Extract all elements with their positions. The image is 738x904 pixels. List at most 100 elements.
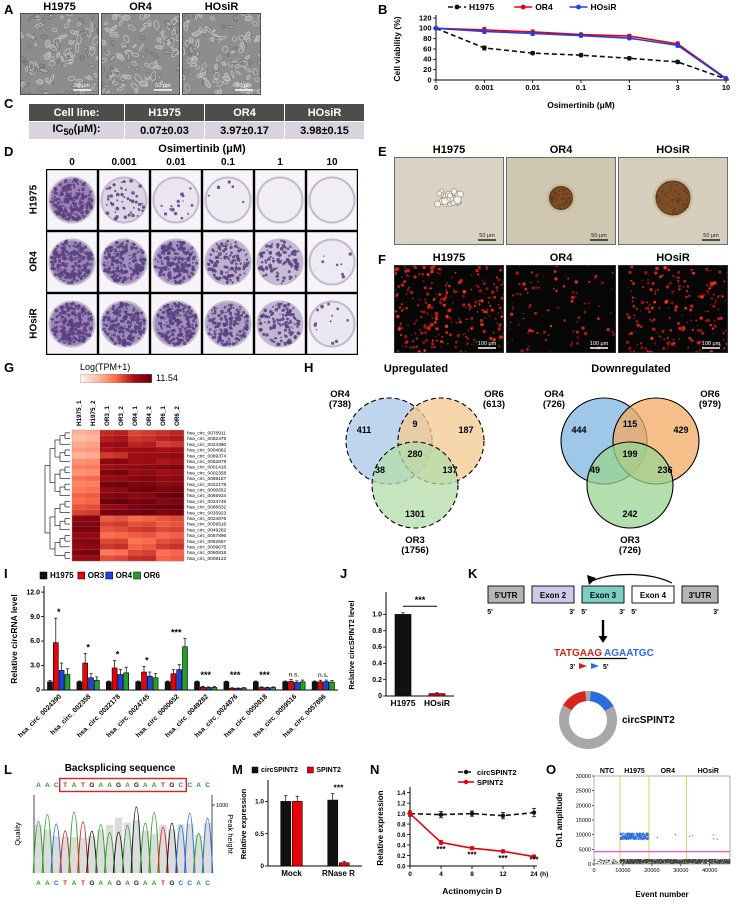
svg-text:1000: 1000 (216, 803, 228, 809)
svg-text:Event number: Event number (635, 890, 688, 899)
ic50-header-cellline: Cell line: (28, 103, 125, 122)
svg-text:OR4: OR4 (544, 389, 564, 400)
svg-text:hsa_circ_0088157: hsa_circ_0088157 (187, 476, 227, 482)
microscopy-image-or4: 50 μm (101, 13, 180, 95)
svg-text:0.01: 0.01 (525, 83, 540, 92)
svg-text:hsa_circ_0035923: hsa_circ_0035923 (187, 510, 227, 516)
svg-text:25000: 25000 (576, 789, 591, 795)
ic50-header-hosir: HOsiR (284, 103, 365, 122)
svg-text:C: C (54, 880, 59, 887)
svg-text:hsa_circ_0066632: hsa_circ_0066632 (187, 505, 227, 511)
fluorescence-image-or4: 100 μm (506, 265, 616, 353)
svg-text:Quality: Quality (13, 822, 22, 846)
svg-text:A: A (196, 880, 201, 887)
svg-text:0: 0 (434, 83, 438, 92)
svg-text:T: T (161, 782, 165, 789)
svg-text:HOsiR: HOsiR (591, 2, 617, 12)
svg-text:OR6_2: OR6_2 (174, 406, 181, 426)
svg-text:hsa_circ_0001416: hsa_circ_0001416 (187, 465, 227, 471)
svg-text:(979): (979) (699, 399, 721, 410)
svg-text:hsa_circ_0049282: hsa_circ_0049282 (187, 527, 227, 533)
svg-text:A: A (45, 880, 50, 887)
heatmap-colorbar (80, 374, 152, 383)
svg-text:15000: 15000 (576, 818, 591, 824)
svg-text:*: * (116, 650, 120, 660)
svg-text:5': 5' (631, 609, 637, 616)
svg-text:OR3: OR3 (620, 535, 640, 546)
svg-text:C: C (178, 782, 183, 789)
svg-text:9: 9 (412, 419, 417, 429)
svg-text:hsa_circ_0008122: hsa_circ_0008122 (187, 556, 227, 562)
svg-text:0.2: 0.2 (372, 677, 382, 684)
svg-text:1.4: 1.4 (397, 791, 406, 797)
svg-text:G: G (169, 880, 174, 887)
colony-dose-01: 0.1 (221, 157, 235, 168)
panel-label-a: A (4, 2, 14, 17)
svg-text:50 μm: 50 μm (74, 83, 90, 89)
svg-text:OR4_2: OR4_2 (146, 406, 153, 426)
svg-text:10: 10 (722, 83, 730, 92)
colony-assay-grid (46, 169, 358, 355)
circspint2-schematic: 5'UTR Exon 2 Exon 3 Exon 4 3'UTR 5' 3' 5' 3' 5' 3'… (487, 573, 719, 749)
panel-label-j: J (340, 566, 348, 581)
svg-text:(738): (738) (329, 399, 351, 410)
svg-text:A: A (196, 782, 201, 789)
svg-text:Relative circRNA level: Relative circRNA level (9, 594, 19, 683)
svg-text:80: 80 (423, 34, 431, 43)
svg-text:100 μm: 100 μm (590, 341, 609, 347)
svg-text:Cell viability (%): Cell viability (%) (392, 16, 402, 81)
panel-e-title-hosir: HOsiR (656, 144, 690, 156)
svg-text:0: 0 (427, 75, 431, 84)
microscopy-image-h1975: 50 μm (20, 13, 99, 95)
svg-text:n.s.: n.s. (289, 671, 300, 678)
panel-e-title-or4: OR4 (549, 144, 573, 156)
svg-text:OR4: OR4 (330, 389, 350, 400)
svg-text:429: 429 (673, 425, 688, 435)
svg-text:20: 20 (423, 65, 431, 74)
spheroid-image-or4: 50 μm (506, 157, 616, 245)
svg-text:RNase R: RNase R (322, 869, 355, 878)
svg-text:Ch1 amplitude: Ch1 amplitude (555, 792, 564, 848)
svg-text:3': 3' (713, 609, 719, 616)
svg-text:5000: 5000 (579, 847, 591, 853)
svg-text:H1975_2: H1975_2 (90, 400, 97, 426)
panel-a-title-hosir: HOsiR (204, 1, 239, 13)
sanger-chromatogram: Quality Peak height1000AAAACCTTAATTGGAAAA… (13, 777, 234, 887)
svg-text:hsa_circ_0024745: hsa_circ_0024745 (187, 499, 227, 505)
svg-text:H1975: H1975 (50, 571, 74, 580)
svg-text:10000: 10000 (615, 868, 630, 874)
svg-text:OR6: OR6 (144, 571, 161, 580)
svg-text:100 μm: 100 μm (702, 341, 721, 347)
fluorescence-image-hosir: 100 μm (618, 265, 728, 353)
ic50-header-row: Cell line: H1975 OR4 HOsiR (28, 103, 365, 122)
panel-label-n: N (370, 762, 380, 777)
panel-label-l: L (4, 762, 12, 777)
panel-label-h: H (304, 360, 314, 375)
svg-text:***: *** (498, 854, 508, 863)
svg-text:24: 24 (530, 871, 538, 878)
svg-text:A: A (152, 782, 157, 789)
svg-text:n.s.: n.s. (318, 672, 329, 679)
svg-text:0: 0 (408, 871, 412, 878)
svg-text:10000: 10000 (576, 833, 591, 839)
svg-text:50 μm: 50 μm (155, 83, 171, 89)
svg-text:8: 8 (470, 871, 474, 878)
heatmap-scale-max: 11.54 (156, 373, 178, 383)
svg-text:G: G (116, 782, 121, 789)
svg-text:hsa_circ_0009675: hsa_circ_0009675 (187, 545, 227, 551)
svg-text:T: T (81, 782, 85, 789)
svg-text:0: 0 (36, 687, 40, 694)
svg-text:A: A (36, 782, 41, 789)
svg-text:50 μm: 50 μm (236, 83, 252, 89)
svg-text:*: * (86, 642, 90, 652)
svg-text:12.0: 12.0 (26, 589, 40, 596)
microscopy-image-hosir: 50 μm (182, 13, 261, 95)
svg-text:A: A (107, 782, 112, 789)
colony-assay-title: Osimertinib (μM) (158, 143, 246, 155)
svg-text:C: C (187, 880, 192, 887)
svg-text:A: A (143, 880, 148, 887)
circspint2-level-chart: 0 0.2 0.4 0.6 0.8 1.0 Relative circSPINT2 leve… (347, 592, 454, 708)
svg-text:A: A (152, 880, 157, 887)
svg-text:OR6: OR6 (700, 389, 720, 400)
